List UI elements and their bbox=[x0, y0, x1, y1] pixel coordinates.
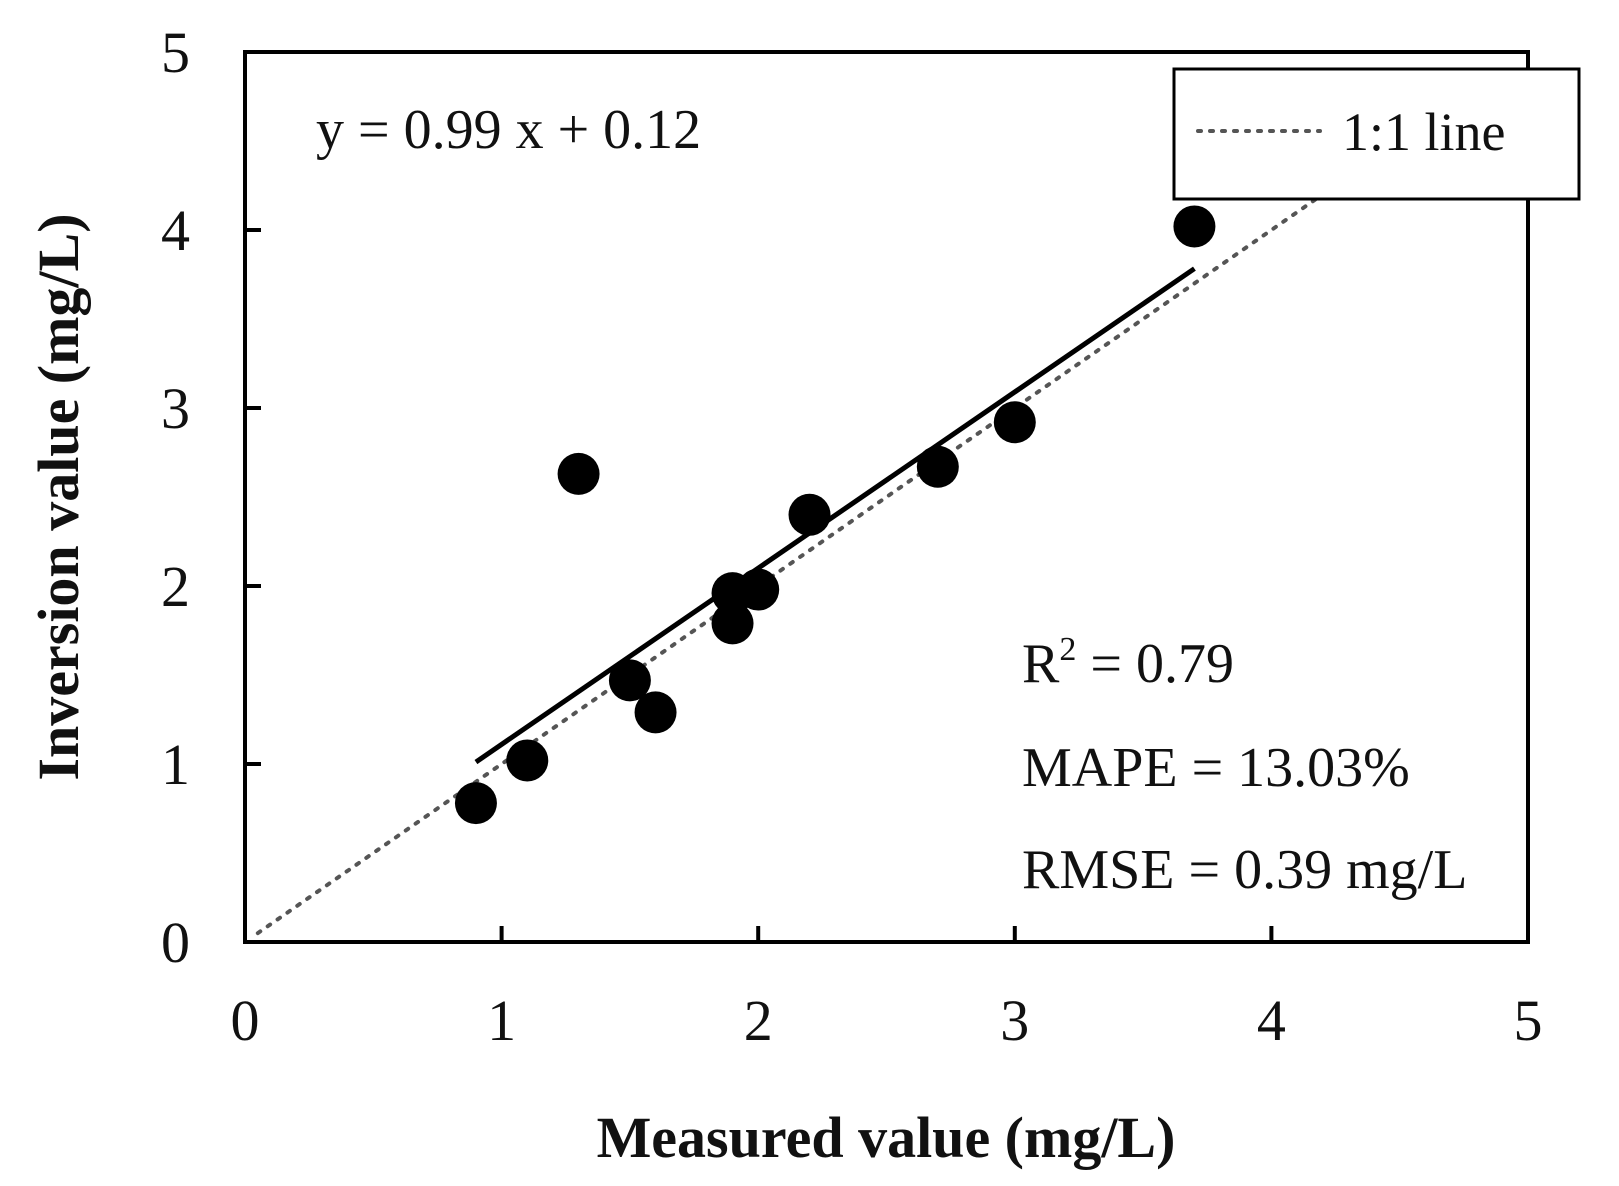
x-axis-tick-labels: 0 1 2 3 4 5 bbox=[231, 988, 1543, 1053]
data-point-11 bbox=[993, 401, 1036, 444]
data-point-2 bbox=[506, 739, 549, 782]
x-tick-label-5: 5 bbox=[1514, 988, 1543, 1053]
r-squared-superscript: 2 bbox=[1059, 631, 1076, 668]
y-tick-label-5: 5 bbox=[161, 20, 190, 85]
x-tick-label-3: 3 bbox=[1000, 988, 1029, 1053]
x-axis-ticks bbox=[499, 926, 1274, 942]
y-axis-ticks bbox=[245, 228, 261, 766]
y-tick-label-3: 3 bbox=[161, 376, 190, 441]
r-squared-value: = 0.79 bbox=[1076, 633, 1234, 695]
data-point-1 bbox=[454, 782, 497, 825]
y-tick-label-0: 0 bbox=[161, 910, 190, 975]
data-point-5 bbox=[634, 691, 677, 734]
x-tick-label-2: 2 bbox=[744, 988, 773, 1053]
y-axis-tick-labels: 0 1 2 3 4 5 bbox=[161, 20, 190, 975]
y-axis-title: Inversion value (mg/L) bbox=[26, 213, 91, 780]
y-tick-label-2: 2 bbox=[161, 554, 190, 619]
y-tick-label-1: 1 bbox=[161, 732, 190, 797]
one-to-one-line bbox=[255, 139, 1402, 936]
rmse-annotation: RMSE = 0.39 mg/L bbox=[1022, 839, 1467, 901]
r-squared-annotation: R2 = 0.79 bbox=[1022, 631, 1234, 695]
x-tick-label-0: 0 bbox=[231, 988, 260, 1053]
x-axis-title: Measured value (mg/L) bbox=[597, 1105, 1176, 1170]
data-points bbox=[454, 205, 1216, 825]
data-point-3 bbox=[557, 452, 600, 495]
plot-frame bbox=[243, 50, 1530, 944]
data-point-8 bbox=[737, 568, 780, 611]
x-tick-label-4: 4 bbox=[1257, 988, 1286, 1053]
r-squared-prefix: R bbox=[1022, 633, 1060, 695]
legend: 1:1 line bbox=[1172, 67, 1581, 201]
data-point-12 bbox=[1173, 205, 1216, 248]
x-tick-label-1: 1 bbox=[487, 988, 516, 1053]
data-point-6 bbox=[711, 602, 754, 645]
regression-fit-line bbox=[474, 266, 1196, 765]
data-point-9 bbox=[788, 493, 831, 536]
data-point-10 bbox=[916, 445, 959, 488]
legend-box bbox=[1172, 67, 1581, 201]
legend-label: 1:1 line bbox=[1342, 102, 1505, 162]
mape-annotation: MAPE = 13.03% bbox=[1022, 737, 1410, 799]
data-point-4 bbox=[608, 659, 651, 702]
regression-equation: y = 0.99 x + 0.12 bbox=[316, 99, 701, 161]
y-tick-label-4: 4 bbox=[161, 198, 190, 263]
